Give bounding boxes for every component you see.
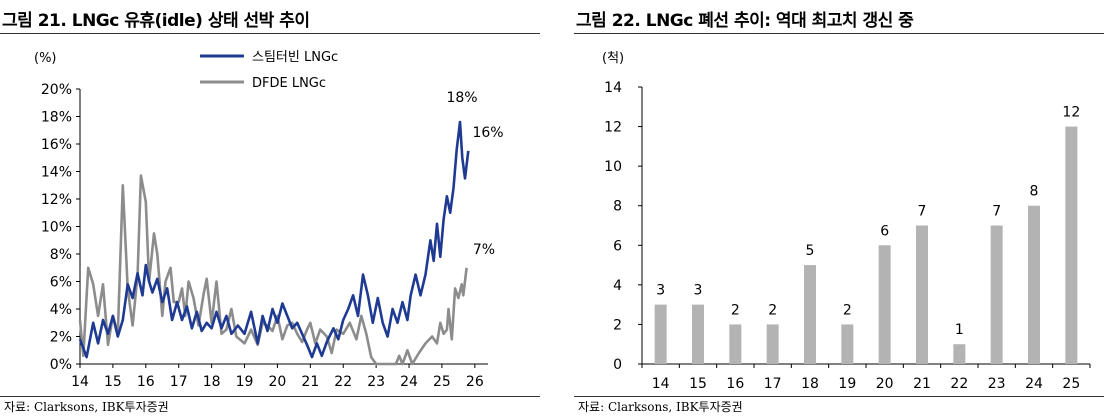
right-bottom-rule	[574, 396, 1104, 397]
left-unit-label: (%)	[34, 51, 57, 66]
left-y-tick-label: 16%	[41, 137, 72, 153]
right-bar-21	[916, 225, 928, 364]
right-x-tick-label: 21	[913, 376, 931, 392]
right-x-tick-label: 19	[838, 376, 856, 392]
left-legend-label: DFDE LNGc	[252, 76, 326, 91]
left-x-tick-label: 19	[236, 374, 254, 390]
left-x-tick-label: 17	[170, 374, 188, 390]
right-y-tick-label: 4	[613, 278, 622, 294]
left-top-rule	[0, 33, 540, 34]
right-x-tick-label: 17	[764, 376, 782, 392]
left-annotation: 16%	[472, 125, 503, 141]
right-x-tick-label: 22	[950, 376, 968, 392]
right-top-rule	[574, 33, 1104, 34]
right-data-label: 12	[1062, 105, 1080, 121]
right-bar-22	[953, 344, 966, 364]
right-data-label: 7	[992, 204, 1001, 220]
left-y-tick-label: 2%	[50, 330, 72, 346]
left-series-line-0	[78, 120, 470, 359]
right-x-tick-label: 15	[689, 376, 707, 392]
right-data-label: 3	[656, 283, 665, 299]
left-x-tick-label: 15	[104, 374, 122, 390]
right-data-label: 8	[1030, 184, 1039, 200]
left-x-tick-label: 23	[367, 374, 385, 390]
left-y-tick-label: 10%	[41, 220, 72, 236]
right-bar-24	[1028, 205, 1040, 364]
right-data-label: 2	[843, 302, 852, 318]
right-source: 자료: Clarksons, IBK투자증권	[578, 400, 743, 414]
left-y-tick-label: 12%	[41, 192, 72, 208]
left-series-line-1	[78, 174, 468, 366]
right-data-label: 2	[768, 302, 777, 318]
left-x-tick-label: 16	[137, 374, 155, 390]
right-bar-17	[766, 324, 779, 364]
idle-vessels-panel: 그림 21. LNGc 유휴(idle) 상태 선박 추이 (%) 0% 2% 4% 6…	[0, 0, 540, 418]
left-x-tick-label: 21	[301, 374, 319, 390]
left-y-tick-label: 6%	[50, 275, 72, 291]
left-x-tick-label: 25	[433, 374, 451, 390]
left-chart-title: 그림 21. LNGc 유휴(idle) 상태 선박 추이	[2, 11, 310, 31]
right-data-label: 5	[806, 243, 815, 259]
left-annotation: 18%	[446, 90, 477, 106]
left-y-tick-label: 8%	[50, 247, 72, 263]
left-y-tick-label: 18%	[41, 110, 72, 126]
right-y-tick-label: 0	[613, 357, 622, 373]
right-data-label: 1	[955, 322, 964, 338]
right-bar-23	[990, 225, 1003, 364]
scrapping-panel: 그림 22. LNGc 폐선 추이: 역대 최고치 갱신 중 (척) 0 2 4 6 8 1…	[574, 0, 1104, 418]
left-x-tick-label: 26	[466, 374, 484, 390]
right-data-label: 6	[880, 223, 889, 239]
idle-line-chart: (%) 0% 2% 4% 6% 8% 10% 12% 14% 16% 18% 20% 14 15 16 17 1…	[34, 50, 504, 390]
left-annotation: 7%	[473, 242, 495, 258]
right-bar-15	[692, 304, 704, 364]
right-unit-label: (척)	[602, 51, 624, 66]
right-y-tick-label: 10	[604, 159, 622, 175]
right-x-tick-label: 25	[1062, 376, 1080, 392]
right-data-label: 3	[694, 283, 703, 299]
right-y-tick-label: 2	[613, 317, 622, 333]
scrapping-bar-chart: (척)0246810121431431521621751821962072112…	[602, 51, 1091, 392]
right-data-label: 2	[731, 302, 740, 318]
left-x-tick-label: 22	[334, 374, 352, 390]
right-bar-14	[654, 304, 667, 364]
right-x-tick-label: 23	[988, 376, 1006, 392]
right-bar-16	[729, 324, 742, 364]
right-data-label: 7	[918, 204, 927, 220]
right-chart-title: 그림 22. LNGc 폐선 추이: 역대 최고치 갱신 중	[576, 11, 914, 31]
left-x-tick-label: 24	[400, 374, 418, 390]
right-y-tick-label: 6	[613, 238, 622, 254]
right-x-tick-label: 20	[876, 376, 894, 392]
left-y-tick-label: 0%	[50, 357, 72, 373]
left-y-tick-label: 4%	[50, 302, 72, 318]
right-x-tick-label: 18	[801, 376, 819, 392]
left-bottom-rule	[0, 396, 540, 397]
right-x-tick-label: 14	[652, 376, 670, 392]
right-y-tick-label: 12	[604, 120, 622, 136]
left-source: 자료: Clarksons, IBK투자증권	[4, 400, 169, 414]
left-y-tick-label: 20%	[41, 82, 72, 98]
left-x-tick-label: 18	[203, 374, 221, 390]
right-x-tick-label: 16	[726, 376, 744, 392]
left-x-tick-label: 20	[269, 374, 287, 390]
right-y-tick-label: 14	[604, 80, 622, 96]
right-x-tick-label: 24	[1025, 376, 1043, 392]
right-y-tick-label: 8	[613, 199, 622, 215]
right-bar-25	[1065, 126, 1078, 364]
left-y-tick-label: 14%	[41, 165, 72, 181]
left-legend-label: 스팀터빈 LNGc	[252, 50, 338, 65]
right-bar-19	[841, 324, 854, 364]
left-x-tick-label: 14	[71, 374, 89, 390]
right-bar-18	[804, 265, 816, 364]
right-bar-20	[878, 245, 891, 364]
